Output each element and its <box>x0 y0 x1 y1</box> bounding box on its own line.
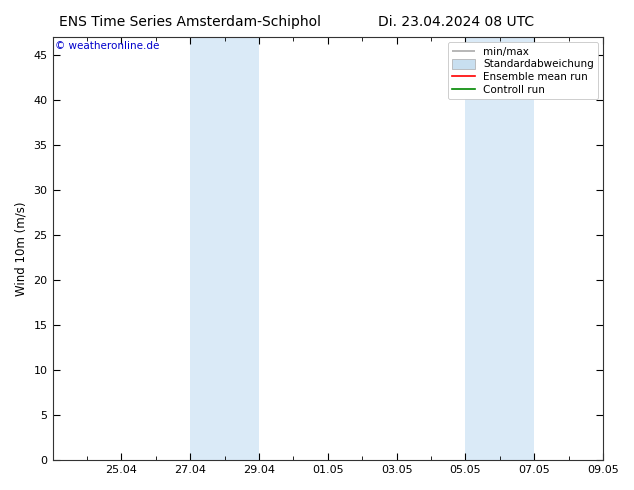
Y-axis label: Wind 10m (m/s): Wind 10m (m/s) <box>15 201 28 296</box>
Text: ENS Time Series Amsterdam-Schiphol: ENS Time Series Amsterdam-Schiphol <box>59 15 321 29</box>
Bar <box>190 37 259 460</box>
Bar <box>465 37 534 460</box>
Text: Di. 23.04.2024 08 UTC: Di. 23.04.2024 08 UTC <box>378 15 534 29</box>
Legend: min/max, Standardabweichung, Ensemble mean run, Controll run: min/max, Standardabweichung, Ensemble me… <box>448 42 598 99</box>
Text: © weatheronline.de: © weatheronline.de <box>55 41 160 51</box>
